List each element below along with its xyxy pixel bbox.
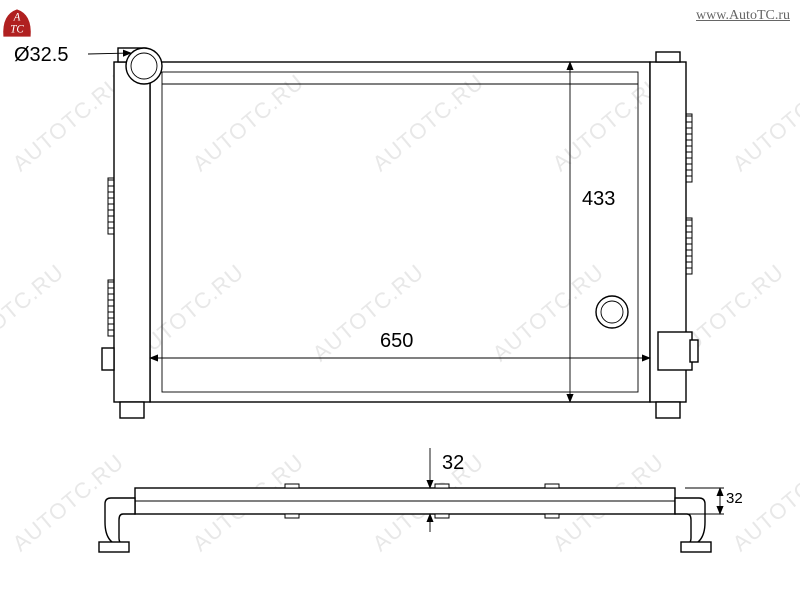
thickness-side-label: 32 bbox=[726, 490, 743, 507]
radiator-front-view bbox=[102, 48, 698, 418]
logo-text-top: A bbox=[13, 11, 21, 23]
dimension-lines bbox=[88, 53, 724, 532]
radiator-top-view bbox=[99, 484, 711, 552]
logo-text-bot: TC bbox=[10, 23, 24, 35]
diameter-label: Ø32.5 bbox=[14, 44, 68, 67]
technical-drawing bbox=[0, 0, 800, 600]
thickness-top-label: 32 bbox=[442, 452, 464, 475]
drawing-canvas: AUTOTC.RUAUTOTC.RUAUTOTC.RUAUTOTC.RUAUTO… bbox=[0, 0, 800, 600]
logo-badge: A TC bbox=[0, 6, 34, 40]
width-dim-label: 650 bbox=[380, 330, 413, 353]
logo-domain: www.AutoTC.ru bbox=[696, 8, 790, 24]
height-dim-label: 433 bbox=[582, 188, 615, 211]
